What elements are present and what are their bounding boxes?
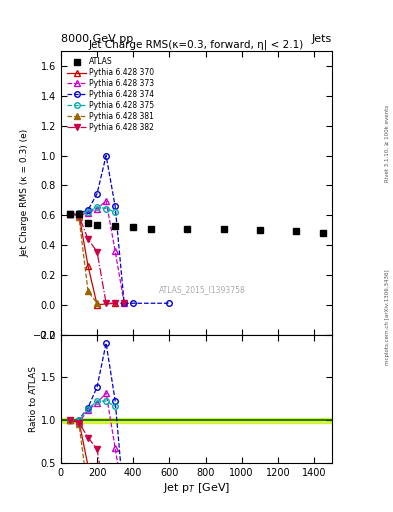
Pythia 6.428 382 xyxy=(95,249,99,255)
Pythia 6.428 382 xyxy=(68,210,72,217)
Text: Jets: Jets xyxy=(312,33,332,44)
Pythia 6.428 375 xyxy=(86,208,90,215)
Pythia 6.428 375 xyxy=(113,209,118,216)
ATLAS xyxy=(113,223,118,229)
Pythia 6.428 374 xyxy=(113,203,118,209)
Pythia 6.428 374 xyxy=(95,190,99,197)
Line: Pythia 6.428 370: Pythia 6.428 370 xyxy=(67,211,118,308)
ATLAS xyxy=(221,226,226,232)
Line: Pythia 6.428 382: Pythia 6.428 382 xyxy=(67,211,127,306)
Pythia 6.428 375 xyxy=(68,210,72,217)
ATLAS xyxy=(131,224,136,230)
ATLAS xyxy=(86,220,90,226)
Pythia 6.428 370 xyxy=(68,210,72,217)
Pythia 6.428 375 xyxy=(95,204,99,210)
Y-axis label: Jet Charge RMS (κ = 0.3) (e): Jet Charge RMS (κ = 0.3) (e) xyxy=(21,129,30,257)
Pythia 6.428 374 xyxy=(104,153,108,159)
Y-axis label: Ratio to ATLAS: Ratio to ATLAS xyxy=(29,366,38,432)
ATLAS xyxy=(185,226,190,232)
Text: 8000 GeV pp: 8000 GeV pp xyxy=(61,33,133,44)
Pythia 6.428 375 xyxy=(104,205,108,211)
Pythia 6.428 381 xyxy=(68,210,72,217)
Pythia 6.428 374 xyxy=(77,210,81,216)
Pythia 6.428 374 xyxy=(68,210,72,217)
Pythia 6.428 374 xyxy=(86,207,90,213)
Pythia 6.428 381 xyxy=(77,215,81,221)
ATLAS xyxy=(321,230,325,236)
Pythia 6.428 381 xyxy=(86,288,90,294)
Pythia 6.428 373 xyxy=(68,210,72,217)
Pythia 6.428 370 xyxy=(113,300,118,306)
Pythia 6.428 373 xyxy=(77,212,81,218)
Pythia 6.428 382 xyxy=(77,213,81,219)
Text: Rivet 3.1.10, ≥ 100k events: Rivet 3.1.10, ≥ 100k events xyxy=(385,105,389,182)
ATLAS xyxy=(68,210,72,217)
Pythia 6.428 370 xyxy=(77,211,81,218)
ATLAS xyxy=(95,222,99,228)
Bar xyxy=(61,418,332,423)
ATLAS xyxy=(149,226,154,232)
Title: Jet Charge RMS(κ=0.3, forward, η| < 2.1): Jet Charge RMS(κ=0.3, forward, η| < 2.1) xyxy=(89,39,304,50)
Pythia 6.428 382 xyxy=(113,300,118,306)
Pythia 6.428 373 xyxy=(95,205,99,211)
Line: Pythia 6.428 374: Pythia 6.428 374 xyxy=(67,153,172,306)
Line: Pythia 6.428 381: Pythia 6.428 381 xyxy=(67,211,100,306)
Pythia 6.428 373 xyxy=(86,210,90,216)
Pythia 6.428 382 xyxy=(86,236,90,242)
ATLAS xyxy=(294,228,298,234)
Pythia 6.428 373 xyxy=(113,248,118,254)
Pythia 6.428 373 xyxy=(122,300,127,306)
Line: Pythia 6.428 375: Pythia 6.428 375 xyxy=(67,204,118,217)
Text: ATLAS_2015_I1393758: ATLAS_2015_I1393758 xyxy=(158,285,245,294)
Pythia 6.428 373 xyxy=(104,198,108,204)
Pythia 6.428 370 xyxy=(86,263,90,269)
X-axis label: Jet p$_T$ [GeV]: Jet p$_T$ [GeV] xyxy=(163,481,230,495)
Pythia 6.428 374 xyxy=(131,300,136,306)
Pythia 6.428 370 xyxy=(95,302,99,308)
Line: ATLAS: ATLAS xyxy=(67,210,326,236)
Pythia 6.428 381 xyxy=(95,300,99,306)
Pythia 6.428 382 xyxy=(122,300,127,306)
Pythia 6.428 374 xyxy=(122,300,127,306)
Pythia 6.428 374 xyxy=(167,300,172,306)
Legend: ATLAS, Pythia 6.428 370, Pythia 6.428 373, Pythia 6.428 374, Pythia 6.428 375, P: ATLAS, Pythia 6.428 370, Pythia 6.428 37… xyxy=(65,55,156,134)
Text: mcplots.cern.ch [arXiv:1306.3436]: mcplots.cern.ch [arXiv:1306.3436] xyxy=(385,270,389,365)
Line: Pythia 6.428 373: Pythia 6.428 373 xyxy=(67,198,127,306)
Pythia 6.428 382 xyxy=(104,300,108,306)
ATLAS xyxy=(257,227,262,233)
Pythia 6.428 375 xyxy=(77,210,81,216)
ATLAS xyxy=(77,210,81,217)
